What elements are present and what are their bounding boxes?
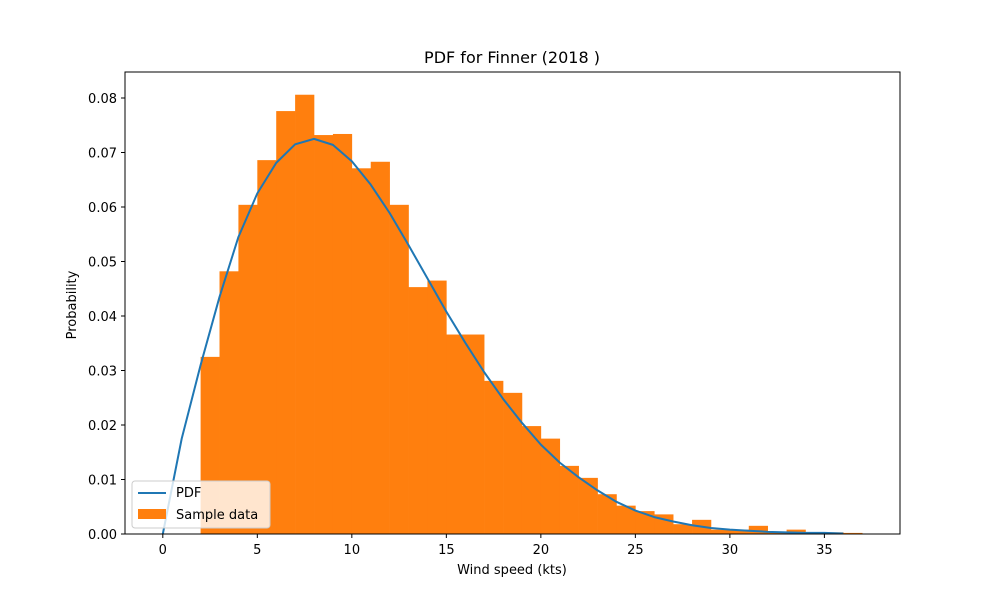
- histogram-bar: [332, 133, 353, 534]
- chart-title: PDF for Finner (2018 ): [424, 48, 600, 67]
- histogram-bar: [521, 426, 542, 534]
- histogram-bar: [257, 160, 277, 534]
- y-tick-label: 0.00: [88, 528, 117, 543]
- histogram-bar: [314, 135, 334, 534]
- pdf-line: [161, 137, 844, 535]
- x-axis-label: Wind speed (kts): [457, 563, 567, 578]
- y-tick-label: 0.03: [88, 365, 117, 380]
- y-tick-label: 0.08: [88, 92, 117, 107]
- histogram-bar: [843, 532, 863, 534]
- y-tick-label: 0.04: [88, 310, 117, 325]
- histogram-bar: [219, 271, 239, 534]
- x-tick-label: 0: [159, 543, 167, 558]
- histogram-bar: [635, 511, 655, 534]
- x-tick-label: 5: [253, 543, 261, 558]
- histogram-bar: [427, 280, 447, 534]
- histogram-bar: [616, 505, 636, 534]
- histogram-bar: [351, 168, 372, 534]
- y-axis-label: Probability: [65, 270, 80, 339]
- histogram-bar: [503, 392, 523, 534]
- legend: PDF Sample data: [131, 480, 271, 529]
- histogram-bar: [389, 204, 409, 534]
- histogram-bar: [710, 529, 731, 534]
- histogram-bar: [654, 514, 674, 534]
- histogram-bar: [276, 111, 296, 534]
- histogram-bar: [238, 204, 258, 534]
- histogram-bar: [484, 380, 504, 534]
- histogram-bar: [559, 465, 579, 534]
- histogram-bar: [295, 94, 315, 534]
- histogram-bars: [200, 94, 863, 534]
- x-tick-label: 10: [344, 543, 361, 558]
- axes-frame: [124, 71, 901, 535]
- x-tick-label: 35: [816, 543, 833, 558]
- histogram-bar: [465, 334, 485, 534]
- x-tick-label: 15: [438, 543, 455, 558]
- x-tick-label: 25: [627, 543, 644, 558]
- pdf-line-group: [161, 137, 844, 535]
- histogram-bar: [673, 524, 693, 534]
- histogram-bar: [446, 334, 466, 534]
- legend-pdf-label: PDF: [176, 486, 201, 501]
- histogram-bar: [370, 161, 390, 534]
- x-tick-label: 30: [722, 543, 739, 558]
- legend-sample-swatch: [138, 509, 166, 519]
- y-tick-label: 0.06: [88, 201, 117, 216]
- y-tick-label: 0.02: [88, 419, 117, 434]
- y-tick-label: 0.01: [88, 474, 117, 489]
- histogram-bar: [578, 477, 598, 534]
- histogram-bar: [540, 438, 561, 534]
- legend-sample-label: Sample data: [176, 508, 258, 523]
- y-axis-ticks: 0.00 0.01 0.02 0.03 0.04 0.05 0.06 0.07 0.08: [88, 92, 125, 543]
- histogram-bar: [408, 287, 428, 534]
- x-tick-label: 20: [533, 543, 550, 558]
- histogram-bar: [748, 525, 768, 534]
- y-tick-label: 0.05: [88, 256, 117, 271]
- histogram-bar: [729, 529, 750, 534]
- x-axis-ticks: 0 5 10 15 20 25 30 35: [159, 534, 833, 558]
- histogram-bar: [597, 494, 617, 534]
- legend-box: [131, 480, 271, 529]
- y-tick-label: 0.07: [88, 147, 117, 162]
